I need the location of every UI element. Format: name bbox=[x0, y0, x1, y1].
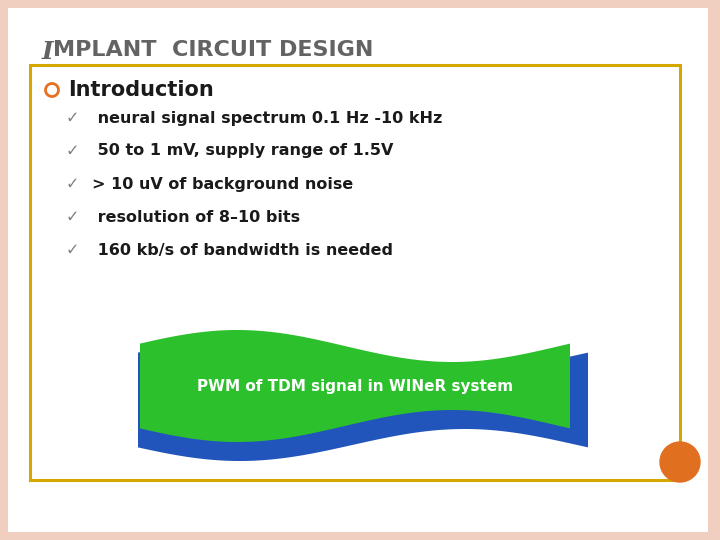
Text: 50 to 1 mV, supply range of 1.5V: 50 to 1 mV, supply range of 1.5V bbox=[92, 144, 393, 159]
Text: MPLANT  CIRCUIT DESIGN: MPLANT CIRCUIT DESIGN bbox=[53, 40, 374, 60]
Text: ✓: ✓ bbox=[66, 210, 78, 225]
Text: PWM of TDM signal in WINeR system: PWM of TDM signal in WINeR system bbox=[197, 379, 513, 394]
Text: resolution of 8–10 bits: resolution of 8–10 bits bbox=[92, 210, 300, 225]
Text: 160 kb/s of bandwidth is needed: 160 kb/s of bandwidth is needed bbox=[92, 242, 393, 258]
Circle shape bbox=[660, 442, 700, 482]
Bar bbox=[30, 65, 680, 480]
Text: > 10 uV of background noise: > 10 uV of background noise bbox=[92, 177, 354, 192]
Text: I: I bbox=[42, 40, 54, 64]
Text: ✓: ✓ bbox=[66, 242, 78, 258]
Text: Introduction: Introduction bbox=[68, 80, 214, 100]
Text: ✓: ✓ bbox=[66, 177, 78, 192]
Text: ✓: ✓ bbox=[66, 111, 78, 125]
Polygon shape bbox=[140, 330, 570, 442]
Polygon shape bbox=[138, 339, 588, 461]
Text: neural signal spectrum 0.1 Hz -10 kHz: neural signal spectrum 0.1 Hz -10 kHz bbox=[92, 111, 442, 125]
Text: ✓: ✓ bbox=[66, 144, 78, 159]
